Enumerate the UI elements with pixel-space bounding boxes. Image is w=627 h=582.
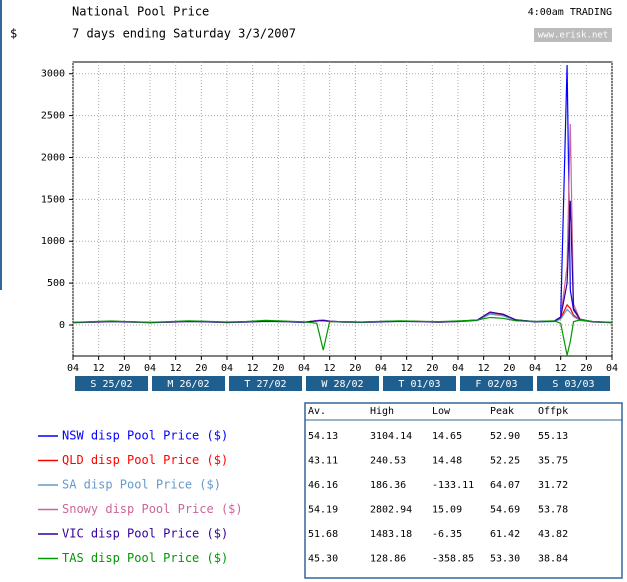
day-label: S 25/02 xyxy=(90,379,132,390)
table-cell: 53.30 xyxy=(490,554,520,565)
table-cell: 43.11 xyxy=(308,456,338,467)
y-axis-label: $ xyxy=(10,27,17,41)
x-tick-label: 12 xyxy=(555,363,567,374)
y-tick-label: 0 xyxy=(59,320,65,331)
table-cell: 3104.14 xyxy=(370,431,412,442)
day-box xyxy=(152,376,225,391)
x-tick-label: 04 xyxy=(144,363,156,374)
x-tick-label: 04 xyxy=(221,363,233,374)
table-cell: 14.65 xyxy=(432,431,462,442)
trading-note: 4:00am TRADING xyxy=(528,7,612,18)
series-line xyxy=(72,316,613,356)
table-cell: 38.84 xyxy=(538,554,568,565)
chart-title: National Pool Price xyxy=(72,5,209,19)
table-cell: 31.72 xyxy=(538,480,568,491)
table-cell: -6.35 xyxy=(432,529,462,540)
table-cell: 186.36 xyxy=(370,480,406,491)
table-cell: 54.13 xyxy=(308,431,338,442)
x-tick-label: 20 xyxy=(503,363,515,374)
table-header: Av. xyxy=(308,406,326,417)
table-cell: 240.53 xyxy=(370,456,406,467)
table-cell: 2802.94 xyxy=(370,505,412,516)
day-label: W 28/02 xyxy=(321,379,363,390)
y-tick-label: 2500 xyxy=(41,111,65,122)
legend-label: Snowy disp Pool Price ($) xyxy=(62,502,243,516)
x-tick-label: 20 xyxy=(580,363,592,374)
chart-subtitle: 7 days ending Saturday 3/3/2007 xyxy=(72,27,296,41)
table-cell: 46.16 xyxy=(308,480,338,491)
table-cell: 14.48 xyxy=(432,456,462,467)
legend-label: TAS disp Pool Price ($) xyxy=(62,551,228,565)
table-cell: -133.11 xyxy=(432,480,474,491)
table-cell: 128.86 xyxy=(370,554,406,565)
y-tick-label: 500 xyxy=(47,278,65,289)
day-box xyxy=(460,376,533,391)
y-tick-label: 1500 xyxy=(41,194,65,205)
source: www.erisk.net xyxy=(538,31,608,41)
x-tick-label: 12 xyxy=(401,363,413,374)
table-header: Peak xyxy=(490,406,514,417)
table-cell: 54.19 xyxy=(308,505,338,516)
y-tick-label: 2000 xyxy=(41,152,65,163)
table-cell: 43.82 xyxy=(538,529,568,540)
x-tick-label: 20 xyxy=(426,363,438,374)
table-cell: 45.30 xyxy=(308,554,338,565)
day-label: T 01/03 xyxy=(398,379,440,390)
day-box xyxy=(306,376,379,391)
x-tick-label: 12 xyxy=(170,363,182,374)
table-cell: 52.25 xyxy=(490,456,520,467)
day-label: F 02/03 xyxy=(475,379,517,390)
x-tick-label: 20 xyxy=(195,363,207,374)
day-box xyxy=(383,376,456,391)
legend-label: QLD disp Pool Price ($) xyxy=(62,453,228,467)
day-box xyxy=(229,376,302,391)
legend-label: VIC disp Pool Price ($) xyxy=(62,527,228,541)
day-box xyxy=(537,376,610,391)
x-tick-label: 04 xyxy=(452,363,464,374)
x-tick-label: 04 xyxy=(529,363,541,374)
day-label: S 03/03 xyxy=(552,379,594,390)
day-box xyxy=(75,376,148,391)
legend-label: NSW disp Pool Price ($) xyxy=(62,429,228,443)
legend-label: SA disp Pool Price ($) xyxy=(62,478,221,492)
day-label: T 27/02 xyxy=(244,379,286,390)
x-tick-label: 12 xyxy=(247,363,259,374)
table-header: High xyxy=(370,406,394,417)
table-cell: 35.75 xyxy=(538,456,568,467)
table-frame xyxy=(304,402,623,579)
table-cell: 15.09 xyxy=(432,505,462,516)
table-cell: 54.69 xyxy=(490,505,520,516)
table-cell: 1483.18 xyxy=(370,529,412,540)
x-tick-label: 20 xyxy=(118,363,130,374)
table-header: Offpk xyxy=(538,406,568,417)
table-cell: -358.85 xyxy=(432,554,474,565)
y-tick-label: 1000 xyxy=(41,236,65,247)
table-cell: 64.07 xyxy=(490,480,520,491)
x-tick-label: 04 xyxy=(298,363,310,374)
day-label: M 26/02 xyxy=(167,379,209,390)
x-tick-label: 20 xyxy=(349,363,361,374)
y-tick-label: 3000 xyxy=(41,69,65,80)
x-tick-label: 12 xyxy=(478,363,490,374)
table-cell: 51.68 xyxy=(308,529,338,540)
table-header: Low xyxy=(432,406,451,417)
x-tick-label: 04 xyxy=(67,363,79,374)
table-cell: 55.13 xyxy=(538,431,568,442)
table-cell: 52.90 xyxy=(490,431,520,442)
x-tick-label: 12 xyxy=(93,363,105,374)
x-tick-label: 04 xyxy=(375,363,387,374)
x-tick-label: 12 xyxy=(324,363,336,374)
source-box xyxy=(534,28,612,42)
x-tick-label: 20 xyxy=(272,363,284,374)
table-cell: 61.42 xyxy=(490,529,520,540)
x-tick-label: 04 xyxy=(606,363,618,374)
table-cell: 53.78 xyxy=(538,505,568,516)
